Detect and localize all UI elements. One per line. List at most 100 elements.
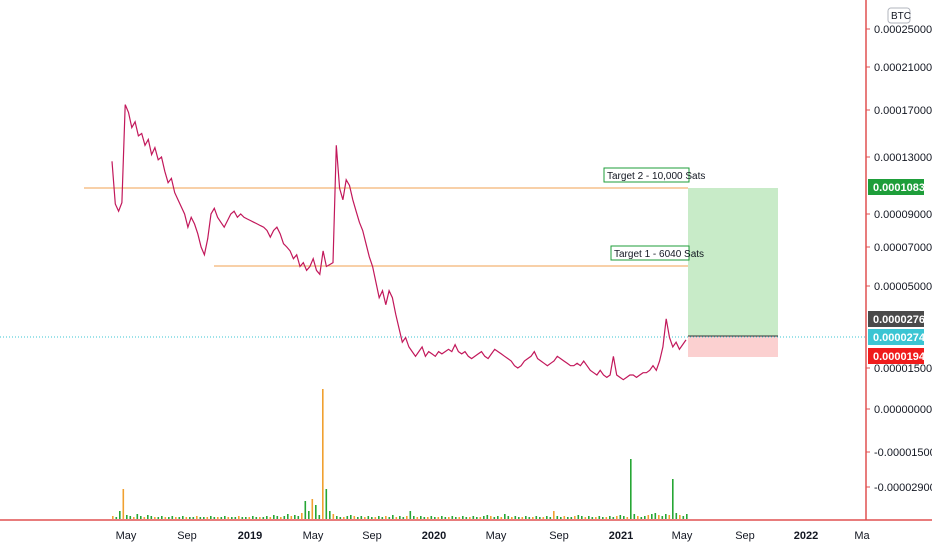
volume-bar <box>402 517 405 519</box>
volume-bar <box>255 517 258 519</box>
volume-bar <box>266 516 268 519</box>
volume-bar <box>178 517 181 519</box>
volume-bar <box>507 516 510 519</box>
profit-zone[interactable] <box>688 188 778 336</box>
y-tick-label: 0.00005000 <box>874 281 932 293</box>
volume-bar <box>189 517 191 519</box>
y-tick-label: 0.00000000 <box>874 404 932 416</box>
volume-bar <box>633 514 636 519</box>
volume-bar <box>451 516 454 519</box>
current-price-tag-box <box>868 329 924 345</box>
volume-bar <box>378 516 380 519</box>
volume-bar <box>280 517 282 519</box>
target1-annotation[interactable]: Target 1 - 6040 Sats <box>610 245 704 261</box>
volume-bar <box>595 517 597 519</box>
volume-bar <box>626 517 629 519</box>
volume-bar <box>560 517 562 519</box>
x-tick-label: May <box>672 530 693 542</box>
target2-annotation[interactable]: Target 2 - 10,000 Sats <box>603 167 705 183</box>
volume-bar <box>665 514 667 519</box>
target1-annotation-text: Target 1 - 6040 Sats <box>614 249 704 260</box>
volume-bar <box>500 517 503 519</box>
volume-bar <box>612 517 615 519</box>
y-tick-label: 0.00001500 <box>874 363 932 375</box>
volume-bar <box>245 517 247 519</box>
volume-bar <box>311 499 314 519</box>
price-line[interactable] <box>111 104 687 381</box>
volume-bar <box>553 511 555 519</box>
volume-bar <box>497 516 499 519</box>
stop-price-tag[interactable]: 0.00001942 <box>868 348 931 364</box>
stop-price-tag-box <box>868 348 924 364</box>
y-tick-label: 0.00013000 <box>874 152 932 164</box>
volume-bar <box>241 517 244 519</box>
volume-bar <box>630 459 632 519</box>
volume-bar <box>591 517 594 519</box>
volume-bar <box>325 489 328 519</box>
volume-bar <box>273 515 275 519</box>
volume-bar <box>164 517 167 519</box>
volume-bar <box>532 517 534 519</box>
x-tick-label: May <box>116 530 137 542</box>
volume-bar <box>287 514 289 519</box>
volume-bar <box>686 514 688 519</box>
volume-bar <box>301 513 303 519</box>
volume-bar <box>276 516 279 519</box>
volume-bar <box>364 517 366 519</box>
volume-bar <box>602 517 604 519</box>
volume-bar <box>392 515 394 519</box>
volume-bar <box>395 517 398 519</box>
volume-bar <box>318 515 321 519</box>
volume-bar <box>458 517 461 519</box>
volume-bar <box>581 516 583 519</box>
volume-bar <box>154 517 156 519</box>
volume-bar <box>455 517 457 519</box>
x-tick-label: 2021 <box>609 530 633 542</box>
volume-bar <box>577 515 580 519</box>
volume-bar <box>668 515 671 519</box>
loss-zone[interactable] <box>688 336 778 357</box>
x-tick-label: Sep <box>735 530 755 542</box>
y-tick-label: 0.00007000 <box>874 242 932 254</box>
volume-bar <box>238 516 240 519</box>
volume-bar <box>220 517 223 519</box>
symbol-badge-box <box>887 7 911 24</box>
volume-bar <box>185 517 188 519</box>
volume-bar <box>262 517 265 519</box>
volume-bar <box>437 517 440 519</box>
volume-bar <box>588 516 590 519</box>
current-price-tag[interactable]: 0.00002748 <box>868 329 931 345</box>
volume-bar <box>430 516 433 519</box>
stop-price-tag-text: 0.00001942 <box>873 351 931 363</box>
target-price-tag[interactable]: 0.00010839 <box>868 179 931 195</box>
volume-bar <box>199 517 202 519</box>
symbol-badge[interactable]: BTC <box>887 7 911 24</box>
volume-bar <box>584 517 587 519</box>
entry-price-tag[interactable]: 0.00002763 <box>868 311 931 327</box>
volume-bar <box>528 517 531 519</box>
volume-bar <box>360 516 363 519</box>
y-tick-label: 0.00017000 <box>874 105 932 117</box>
volume-bar <box>504 514 506 519</box>
symbol-label: BTC <box>891 11 911 22</box>
volume-bar <box>416 517 419 519</box>
volume-bar <box>350 515 352 519</box>
current-price-tag-text: 0.00002748 <box>873 332 931 344</box>
volume-bar <box>388 517 391 519</box>
volume-bar <box>224 516 226 519</box>
volume-bar <box>161 516 163 519</box>
volume-bar <box>339 517 342 519</box>
volume-bar <box>521 517 524 519</box>
target2-annotation-box <box>603 167 690 183</box>
volume-bar <box>357 517 359 519</box>
volume-bar <box>210 516 212 519</box>
volume-bar <box>605 517 608 519</box>
volume-bar <box>143 517 146 519</box>
target2-annotation-text: Target 2 - 10,000 Sats <box>607 171 705 182</box>
volume-bar <box>385 516 387 519</box>
y-axis-ticks: 0.00025000 0.00021000 0.00017000 0.00013000… <box>866 24 932 494</box>
volume-bar <box>682 516 685 519</box>
volume-bar <box>283 516 286 519</box>
volume-bar <box>346 516 349 519</box>
